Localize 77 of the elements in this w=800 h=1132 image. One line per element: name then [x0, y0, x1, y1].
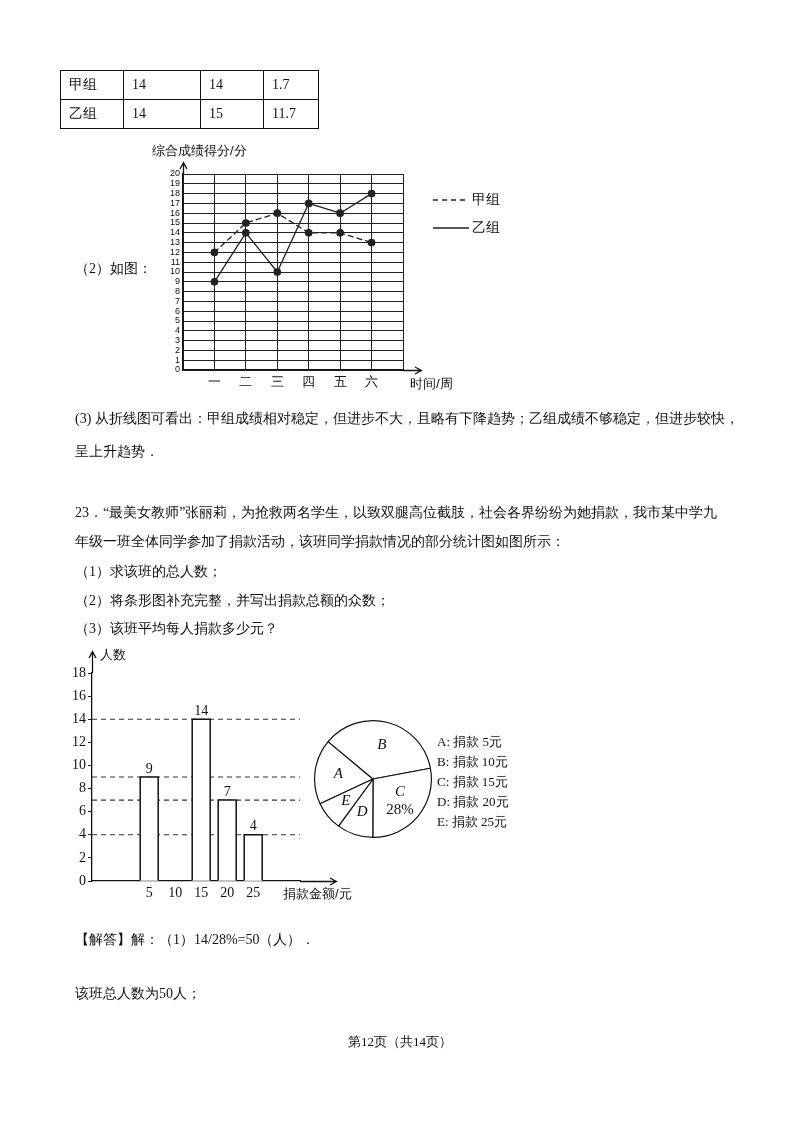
text: 第12页（共14页）: [348, 1033, 452, 1051]
y-tick-label: 18: [169, 188, 180, 199]
text: （1）求该班的总人数；: [75, 563, 222, 581]
text: （2）将条形图补充完整，并写出捐款总额的众数；: [75, 592, 390, 610]
y-tick-label: 19: [169, 178, 180, 189]
y-tick-label: 20: [169, 168, 180, 179]
text: C: 捐款 15元: [437, 773, 508, 791]
x-tick-label: 五: [333, 374, 347, 390]
text: （3）该班平均每人捐款多少元？: [75, 620, 278, 638]
text: 【解答】解：（1）14/28%=50（人）．: [75, 931, 316, 949]
y-tick-label: 12: [72, 734, 86, 750]
data-label: 9: [145, 760, 153, 776]
legend-label: 乙组: [472, 218, 500, 235]
y-tick-label: 4: [79, 826, 86, 842]
x-tick-label: 三: [270, 374, 284, 390]
text: A: 捐款 5元: [437, 733, 502, 751]
text: 14: [200, 70, 264, 100]
y-tick-label: 14: [169, 227, 180, 238]
x-tick-label: 15: [194, 885, 209, 901]
y-tick-label: 6: [79, 803, 86, 819]
y-tick-label: 5: [174, 315, 180, 326]
slice-label: D: [355, 803, 368, 820]
y-tick-label: 7: [174, 295, 180, 306]
text: 15: [200, 99, 264, 129]
x-tick-label: 20: [220, 885, 235, 901]
text: （2）如图：: [75, 260, 152, 278]
y-tick-label: 9: [174, 276, 180, 287]
y-tick-label: 2: [79, 849, 86, 865]
y-axis-title: 人数: [100, 646, 126, 662]
y-tick-label: 10: [72, 757, 86, 773]
y-axis-title: 综合成绩得分/分: [152, 142, 247, 158]
y-tick-label: 2: [174, 344, 180, 355]
y-tick-label: 0: [79, 872, 86, 888]
text: D: 捐款 20元: [437, 793, 509, 811]
text: E: 捐款 25元: [437, 813, 508, 831]
slice-label: B: [377, 736, 387, 753]
y-tick-label: 6: [174, 305, 180, 316]
text: 该班总人数为50人；: [75, 985, 201, 1003]
data-label: 4: [249, 818, 257, 834]
slice-label: A: [332, 765, 344, 782]
text: B: 捐款 10元: [437, 753, 508, 771]
y-tick-label: 10: [169, 266, 180, 277]
y-tick-label: 15: [169, 217, 180, 228]
y-tick-label: 16: [169, 207, 180, 218]
text: 甲组: [60, 70, 124, 100]
y-tick-label: 12: [169, 246, 180, 257]
x-tick-label: 一: [207, 374, 221, 390]
x-axis-title: 捐款金额/元: [283, 885, 352, 901]
y-tick-label: 16: [72, 687, 86, 703]
text: 11.7: [263, 99, 319, 129]
x-tick-label: 5: [145, 885, 153, 901]
x-tick-label: 四: [302, 374, 316, 390]
slice-label: E: [340, 792, 351, 809]
y-tick-label: 11: [170, 256, 180, 267]
text: 23．“最美女教师”张丽莉，为抢救两名学生，以致双腿高位截肢，社会各界纷纷为她捐款，我市某中学九年级一班全体同学参加了捐款活动，该班同学捐款情况的部分统计图如图所示：: [75, 504, 719, 551]
legend-label: 甲组: [472, 190, 500, 207]
data-label: 28%: [386, 801, 414, 818]
x-tick-label: 六: [365, 374, 379, 390]
x-axis-title: 时间/周: [410, 375, 453, 391]
x-tick-label: 25: [246, 885, 261, 901]
y-tick-label: 3: [174, 335, 180, 346]
y-tick-label: 18: [72, 664, 86, 680]
data-label: 14: [194, 702, 209, 718]
y-tick-label: 8: [79, 780, 86, 796]
y-tick-label: 1: [174, 354, 180, 365]
y-tick-label: 17: [169, 197, 180, 208]
text: (3) 从折线图可看出：甲组成绩相对稳定，但进步不大，且略有下降趋势；乙组成绩不够稳定，但进步较快，呈上升趋势．: [75, 411, 739, 459]
text: 乙组: [60, 99, 124, 129]
text: 1.7: [263, 70, 319, 100]
data-label: 7: [223, 783, 231, 799]
slice-label: C: [394, 783, 406, 800]
y-tick-label: 14: [72, 710, 86, 726]
y-tick-label: 8: [174, 286, 180, 297]
y-tick-label: 13: [169, 237, 180, 248]
y-tick-label: 4: [174, 325, 180, 336]
x-tick-label: 二: [239, 374, 253, 390]
y-tick-label: 0: [174, 364, 180, 375]
